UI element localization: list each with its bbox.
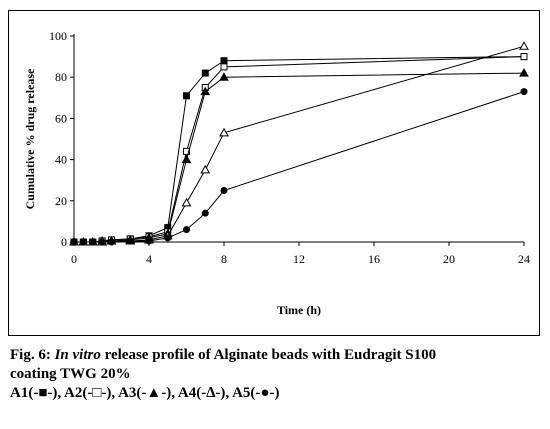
x-axis-title: Time (h) <box>277 303 321 317</box>
x-tick-label: 16 <box>368 252 380 266</box>
series-line-A1 <box>74 56 525 243</box>
series-line-A3 <box>74 72 525 243</box>
y-tick-label: 100 <box>49 29 67 43</box>
data-point-A5 <box>164 234 172 242</box>
figure-caption-legend: A1(-■-), A2(-□-), A3(-▲-), A4(-∆-), A5(-… <box>10 385 280 401</box>
data-point-A3 <box>519 68 529 77</box>
figure-label: Fig. 6: <box>10 347 55 363</box>
data-point-A5 <box>145 237 153 245</box>
data-point-A1 <box>183 92 190 100</box>
data-point-A5 <box>70 238 78 246</box>
data-point-A5 <box>89 238 97 246</box>
y-tick-label: 40 <box>55 153 67 167</box>
release-profile-chart: 0 20 40 60 80 100 0 4 8 12 16 20 24 Time (h) Cumulativ… <box>23 29 530 317</box>
figure-caption-line-2: coating TWG 20% <box>10 366 131 382</box>
data-point-A1 <box>220 57 228 65</box>
series-line-A2 <box>74 56 525 243</box>
x-tick-label: 4 <box>146 252 152 266</box>
x-tick-label: 20 <box>443 252 455 266</box>
y-tick-label: 20 <box>55 194 67 208</box>
data-point-A1 <box>201 69 209 77</box>
data-point-A4 <box>219 127 229 137</box>
chart-frame: 0 20 40 60 80 100 0 4 8 12 16 20 24 Time (h) Cumulativ… <box>8 10 540 336</box>
data-point-A5 <box>183 226 190 234</box>
data-point-A4 <box>181 197 192 207</box>
data-point-A5 <box>201 209 209 217</box>
data-point-A3 <box>219 72 229 81</box>
x-tick-label: 0 <box>71 252 77 266</box>
figure-caption-text: release profile of Alginate beads with E… <box>100 347 437 363</box>
series-line-A5 <box>74 91 525 243</box>
data-point-A5 <box>79 238 87 246</box>
data-point-A5 <box>520 88 528 96</box>
x-tick-label: 24 <box>518 252 530 266</box>
data-point-A4 <box>519 41 529 50</box>
data-point-A5 <box>220 187 228 194</box>
data-point-A2 <box>220 63 228 71</box>
data-point-A5 <box>108 238 115 246</box>
data-point-A3 <box>181 154 192 164</box>
data-point-A2 <box>183 147 190 155</box>
figure-caption-line-1: Fig. 6: In vitro release profile of Algi… <box>10 346 436 365</box>
data-point-A4 <box>200 164 211 174</box>
data-point-A2 <box>520 53 528 61</box>
figure-caption-italic: In vitro <box>54 347 101 363</box>
x-tick-label: 8 <box>221 252 227 266</box>
x-tick-label: 12 <box>293 252 305 266</box>
data-point-A5 <box>98 238 106 246</box>
data-point-A3 <box>200 86 211 96</box>
y-axis-title: Cumulative % drug release <box>23 68 37 209</box>
y-tick-label: 80 <box>55 70 67 84</box>
series-line-A4 <box>74 45 525 243</box>
data-point-A5 <box>126 237 134 245</box>
y-tick-label: 0 <box>61 235 67 249</box>
y-tick-label: 60 <box>55 111 67 125</box>
